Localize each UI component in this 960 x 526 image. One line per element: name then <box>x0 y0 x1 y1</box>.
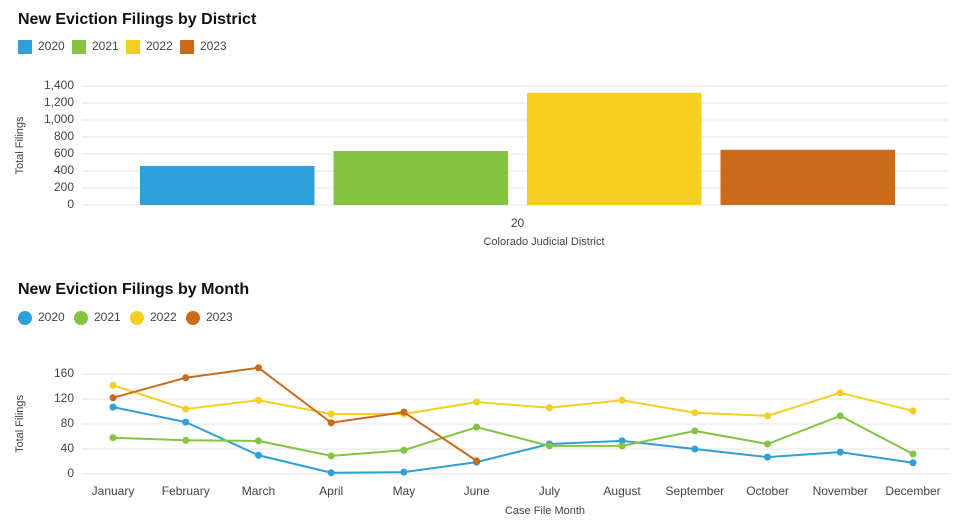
point <box>254 364 262 372</box>
point <box>691 409 699 417</box>
legend-swatch <box>186 311 200 325</box>
x-tick-label: May <box>393 484 416 498</box>
point <box>545 442 553 450</box>
point <box>764 440 772 448</box>
point <box>473 398 481 406</box>
line <box>112 366 478 462</box>
x-tick-label: February <box>162 484 210 498</box>
legend-swatch <box>18 40 32 54</box>
point <box>909 459 917 467</box>
line <box>112 406 914 474</box>
point <box>836 389 844 397</box>
point <box>109 394 117 402</box>
x-tick-label: June <box>464 484 490 498</box>
point <box>109 434 117 442</box>
y-tick-label: 1,000 <box>44 112 74 126</box>
point <box>836 412 844 420</box>
y-tick-label: 0 <box>67 197 74 211</box>
point <box>327 469 335 477</box>
point <box>182 436 190 444</box>
y-tick-label: 160 <box>54 366 74 380</box>
point <box>327 452 335 460</box>
y-axis-title: Total Filings <box>14 116 26 175</box>
legend-swatch <box>74 311 88 325</box>
x-tick-label: March <box>242 484 275 498</box>
point <box>254 451 262 459</box>
legend-swatch <box>72 40 86 54</box>
y-tick-label: 200 <box>54 180 74 194</box>
bar <box>333 151 508 205</box>
chart-title: New Eviction Filings by Month <box>18 281 249 298</box>
point <box>109 381 117 389</box>
legend-label: 2020 <box>38 310 65 324</box>
y-tick-label: 600 <box>54 146 74 160</box>
point <box>254 396 262 404</box>
x-tick-label: 20 <box>511 216 525 230</box>
legend-label: 2022 <box>150 310 177 324</box>
point <box>691 427 699 435</box>
x-tick-label: November <box>813 484 868 498</box>
x-tick-label: December <box>885 484 940 498</box>
point <box>109 403 117 411</box>
x-axis-title: Colorado Judicial District <box>483 236 604 248</box>
point <box>182 405 190 413</box>
bar <box>720 149 895 205</box>
point <box>764 412 772 420</box>
y-tick-label: 80 <box>61 416 75 430</box>
point <box>400 468 408 476</box>
y-tick-label: 1,200 <box>44 95 74 109</box>
point <box>909 407 917 415</box>
point <box>400 446 408 454</box>
y-tick-label: 1,400 <box>44 78 74 92</box>
x-tick-label: July <box>539 484 560 498</box>
chart-title: New Eviction Filings by District <box>18 11 257 28</box>
y-tick-label: 800 <box>54 129 74 143</box>
point <box>545 404 553 412</box>
y-tick-label: 0 <box>67 466 74 480</box>
point <box>473 457 481 465</box>
legend-swatch <box>18 311 32 325</box>
bar <box>527 92 702 205</box>
legend-swatch <box>180 40 194 54</box>
legend-swatch <box>126 40 140 54</box>
x-axis-title: Case File Month <box>505 505 585 517</box>
point <box>254 437 262 445</box>
y-tick-label: 40 <box>61 441 75 455</box>
y-tick-label: 120 <box>54 391 74 405</box>
x-tick-label: January <box>92 484 135 498</box>
point <box>691 445 699 453</box>
legend-label: 2023 <box>206 310 233 324</box>
legend-swatch <box>130 311 144 325</box>
point <box>618 442 626 450</box>
y-axis-title: Total Filings <box>14 394 26 453</box>
legend-label: 2021 <box>94 310 121 324</box>
point <box>909 450 917 458</box>
point <box>327 410 335 418</box>
legend-label: 2023 <box>200 39 227 53</box>
point <box>473 423 481 431</box>
line <box>112 384 914 417</box>
point <box>618 437 626 445</box>
bar <box>140 165 315 205</box>
legend-label: 2020 <box>38 39 65 53</box>
point <box>182 374 190 382</box>
point <box>836 448 844 456</box>
point <box>400 408 408 416</box>
line <box>112 414 914 457</box>
legend-label: 2021 <box>92 39 119 53</box>
point <box>327 419 335 427</box>
x-tick-label: August <box>603 484 641 498</box>
point <box>618 396 626 404</box>
x-tick-label: April <box>319 484 343 498</box>
x-tick-label: September <box>665 484 724 498</box>
y-tick-label: 400 <box>54 163 74 177</box>
point <box>764 453 772 461</box>
x-tick-label: October <box>746 484 789 498</box>
legend-label: 2022 <box>146 39 173 53</box>
point <box>182 418 190 426</box>
